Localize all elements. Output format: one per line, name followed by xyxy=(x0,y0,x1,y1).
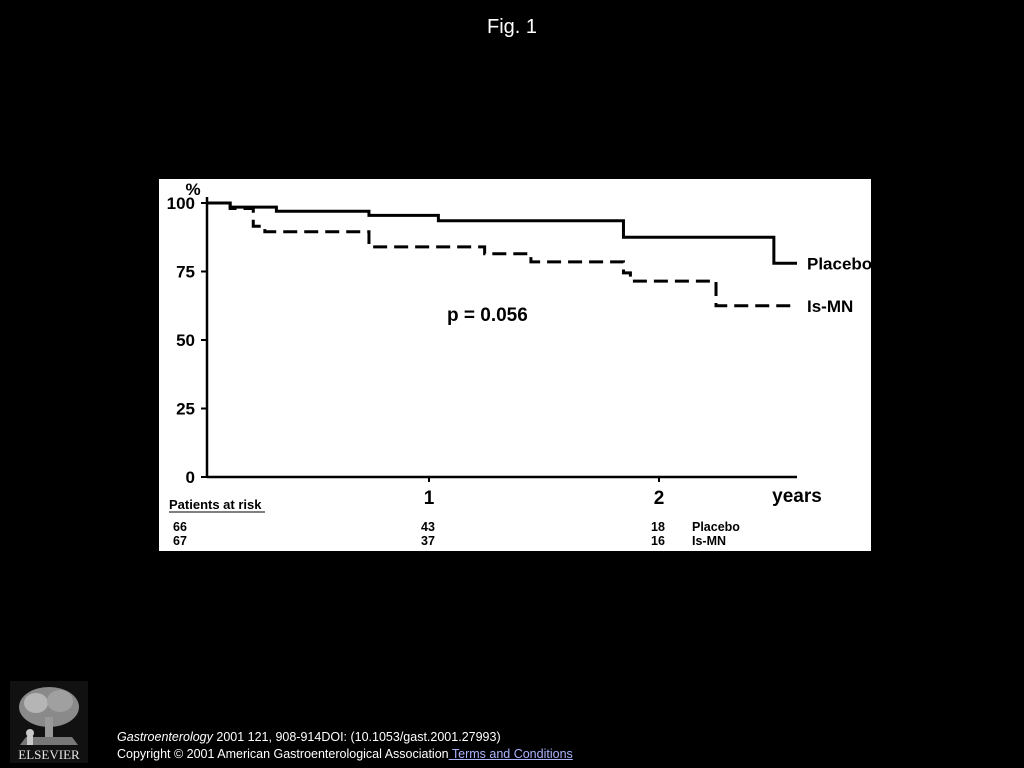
x-axis-label: years xyxy=(772,486,822,507)
copyright-text: Copyright © 2001 American Gastroenterolo… xyxy=(117,747,449,761)
risk-table-cell: 67 xyxy=(173,534,187,548)
series-label-is-mn: Is-MN xyxy=(807,297,853,316)
risk-table-cell: 66 xyxy=(173,520,187,534)
risk-table-cell: 37 xyxy=(421,534,435,548)
figure-title: Fig. 1 xyxy=(486,16,538,38)
citation-details: 2001 121, 908-914DOI: (10.1053/gast.2001… xyxy=(212,730,501,744)
risk-table-heading: Patients at risk xyxy=(169,497,262,512)
risk-table-row-label: Placebo xyxy=(692,520,740,534)
risk-table-cell: 16 xyxy=(651,534,665,548)
series-line-placebo xyxy=(207,201,797,265)
series-line-is-mn xyxy=(207,201,797,308)
svg-text:ELSEVIER: ELSEVIER xyxy=(18,747,80,762)
risk-table-cell: 18 xyxy=(651,520,665,534)
risk-table-cell: 43 xyxy=(421,520,435,534)
citation-line: Gastroenterology 2001 121, 908-914DOI: (… xyxy=(117,729,573,746)
elsevier-logo: ELSEVIER xyxy=(10,681,88,763)
terms-and-conditions-link[interactable]: Terms and Conditions xyxy=(448,747,573,761)
x-tick-label: 1 xyxy=(424,488,435,509)
risk-table-row-label: Is-MN xyxy=(692,534,726,548)
copyright-line: Copyright © 2001 American Gastroenterolo… xyxy=(117,746,573,763)
survival-chart: 0 25 50 75 100% 1 2 years Placebo Is-MN p = 0.056 P… xyxy=(159,179,871,551)
y-tick-label: 50 xyxy=(176,331,195,350)
y-tick-label: 75 xyxy=(176,263,195,282)
series-label-placebo: Placebo xyxy=(807,254,871,273)
p-value-annotation: p = 0.056 xyxy=(447,305,528,326)
elsevier-tree-icon: ELSEVIER xyxy=(10,681,88,763)
x-tick-label: 2 xyxy=(654,488,665,509)
y-tick-label: 25 xyxy=(176,400,195,419)
citation-footer: Gastroenterology 2001 121, 908-914DOI: (… xyxy=(117,729,573,763)
journal-name: Gastroenterology xyxy=(117,730,213,744)
y-axis-label: % xyxy=(185,180,200,199)
y-tick-label: 0 xyxy=(186,468,195,487)
y-tick-label: 100 xyxy=(167,194,195,213)
